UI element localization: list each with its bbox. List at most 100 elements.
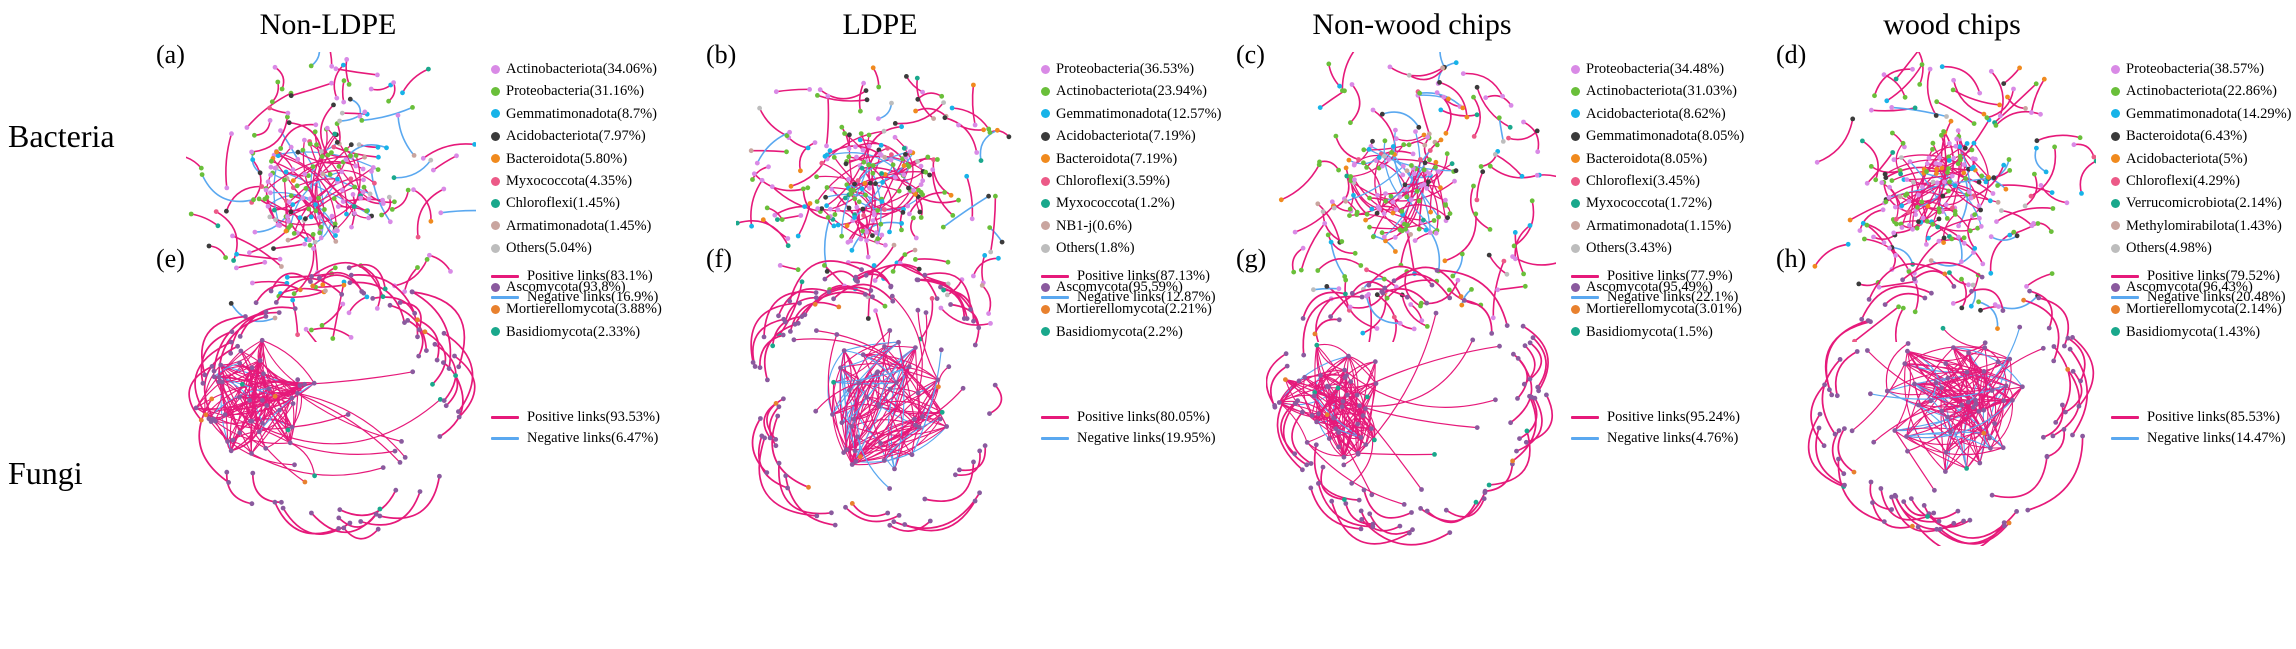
network-node [1383, 238, 1388, 244]
network-node [2003, 383, 2009, 389]
network-node [367, 191, 373, 197]
network-node [1983, 179, 1989, 185]
positive-link [778, 462, 833, 515]
legend-dot [491, 305, 500, 315]
positive-link [198, 398, 230, 484]
positive-link [832, 283, 894, 303]
network-node [888, 157, 894, 163]
network-node [843, 504, 848, 510]
network-node [294, 183, 300, 189]
network-node [822, 276, 828, 282]
positive-link [2067, 337, 2086, 382]
network-node [976, 325, 982, 331]
network-node [1945, 375, 1951, 381]
link-swatch [1041, 295, 1069, 299]
network-node [822, 153, 828, 159]
positive-link [1901, 181, 1946, 207]
network-node [775, 217, 780, 223]
positive-link [1304, 374, 1348, 378]
network-node [2033, 81, 2039, 87]
network-node [1471, 183, 1476, 189]
network-node [854, 204, 860, 210]
network-node [815, 206, 821, 212]
positive-link [1905, 403, 1977, 437]
positive-link [1356, 167, 1414, 216]
network-node [1329, 199, 1335, 205]
legend: Ascomycota(95.49%) Mortierellomycota(3.01… [1571, 276, 1742, 449]
network-node [1967, 517, 1973, 523]
network-node [1948, 118, 1954, 124]
positive-link [251, 418, 293, 428]
network-node [337, 118, 342, 124]
negative-link [361, 106, 414, 122]
network-node [922, 496, 928, 502]
network-node [344, 211, 349, 217]
positive-link [1988, 400, 2005, 439]
legend-item: Bacteroidota(6.43%) [2111, 125, 2292, 147]
network-node [2064, 200, 2070, 206]
legend-item: Myxococcota(4.35%) [491, 170, 658, 192]
network-node [300, 147, 306, 153]
network-node [1981, 369, 1987, 374]
network-node [317, 230, 323, 236]
legend-label: Armatimonadota(1.45%) [506, 217, 652, 234]
legend-label: Chloroflexi(3.45%) [1586, 172, 1700, 189]
positive-link [1913, 270, 1955, 288]
positive-link [854, 213, 869, 258]
legend-label: Basidiomycota(2.33%) [506, 323, 641, 340]
positive-link [1343, 444, 1367, 466]
positive-link [1313, 443, 1361, 501]
network-node [879, 199, 885, 204]
network-node [2062, 343, 2067, 349]
network-node [848, 238, 854, 244]
network-node [1961, 235, 1967, 241]
network-node [773, 437, 779, 442]
network-node [831, 296, 836, 302]
network-node [848, 187, 854, 193]
network-node [1990, 191, 1996, 196]
network-node [797, 300, 802, 306]
network-node [1928, 258, 1934, 263]
network-node [788, 329, 793, 334]
network-node [1905, 341, 1911, 346]
network-node [317, 275, 322, 281]
network-node [292, 462, 297, 468]
network-node [1973, 397, 1978, 403]
positive-link [277, 155, 338, 230]
network-node [1837, 357, 1843, 362]
positive-link [338, 489, 397, 517]
network-node [1390, 210, 1396, 216]
positive-link [815, 380, 897, 412]
network-node [890, 298, 896, 304]
network-node [1988, 445, 1993, 451]
network-node [878, 440, 883, 446]
network-node [1884, 98, 1890, 104]
network-node [873, 308, 878, 314]
network-node [866, 132, 872, 138]
network-node [222, 412, 228, 417]
network-node [1486, 252, 1492, 258]
network-node [320, 171, 326, 177]
network-node [912, 416, 917, 422]
network-node [1866, 297, 1872, 302]
network-node [448, 269, 453, 274]
network-node [230, 233, 235, 239]
positive-link [1280, 399, 1299, 455]
negative-link [1952, 347, 2023, 388]
network-node [1343, 291, 1348, 297]
network-node [1473, 499, 1479, 505]
positive-link [1515, 397, 1543, 452]
network-node [887, 328, 893, 333]
legend: Proteobacteria(38.57%) Actinobacteriota(2… [2111, 58, 2292, 308]
network-node [798, 168, 803, 174]
network-node [340, 199, 346, 205]
network-node [1374, 292, 1380, 298]
network-node [1937, 155, 1942, 161]
network-node [863, 88, 869, 93]
positive-link [296, 392, 403, 442]
network-node [814, 328, 819, 333]
network-node [286, 120, 292, 126]
network-node [297, 215, 303, 221]
network-node [2067, 346, 2073, 352]
network-node [1841, 471, 1847, 477]
